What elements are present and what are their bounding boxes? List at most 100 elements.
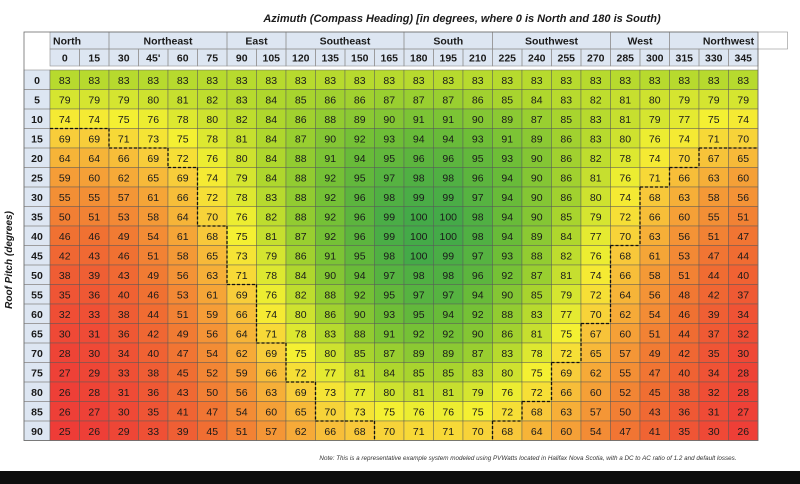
cell-value: 31: [118, 387, 130, 399]
cell-value: 62: [295, 426, 307, 438]
cell-value: 58: [649, 270, 661, 282]
cell-value: 64: [88, 153, 100, 165]
cell-value: 60: [590, 387, 602, 399]
cell-value: 30: [88, 348, 100, 360]
cell-value: 48: [678, 290, 690, 302]
cell-value: 82: [265, 212, 277, 224]
cell-value: 76: [413, 407, 425, 419]
cell-value: 84: [265, 173, 277, 185]
cell-value: 83: [59, 75, 71, 87]
cell-value: 92: [354, 290, 366, 302]
cell-value: 42: [708, 290, 720, 302]
azimuth-tick-label: 45': [146, 53, 160, 65]
cell-value: 94: [413, 134, 425, 146]
cell-value: 83: [88, 75, 100, 87]
cell-value: 43: [118, 270, 130, 282]
cell-value: 64: [236, 329, 248, 341]
cell-value: 87: [383, 348, 395, 360]
cell-value: 56: [206, 329, 218, 341]
cell-value: 78: [619, 153, 631, 165]
azimuth-tick-label: 210: [469, 53, 487, 65]
chart-title: Azimuth (Compass Heading) [in degrees, w…: [262, 13, 661, 25]
cell-value: 98: [413, 173, 425, 185]
cell-value: 96: [472, 173, 484, 185]
cell-value: 75: [236, 231, 248, 243]
cell-value: 35: [708, 348, 720, 360]
cell-value: 37: [708, 329, 720, 341]
cell-value: 91: [442, 114, 454, 126]
pitch-tick-label: 90: [31, 426, 43, 438]
cell-value: 84: [295, 270, 307, 282]
direction-group-label: East: [245, 36, 268, 48]
cell-value: 83: [560, 75, 572, 87]
azimuth-tick-label: 255: [557, 53, 575, 65]
cell-value: 76: [147, 114, 159, 126]
cell-value: 59: [206, 309, 218, 321]
cell-value: 46: [678, 309, 690, 321]
cell-value: 60: [560, 426, 572, 438]
cell-value: 95: [354, 251, 366, 263]
cell-value: 55: [708, 212, 720, 224]
azimuth-tick-label: 0: [62, 53, 68, 65]
cell-value: 44: [678, 329, 690, 341]
cell-value: 84: [265, 134, 277, 146]
azimuth-tick-label: 195: [439, 53, 457, 65]
azimuth-tick-label: 285: [616, 53, 634, 65]
cell-value: 46: [88, 231, 100, 243]
cell-value: 27: [59, 368, 71, 380]
cell-value: 82: [236, 114, 248, 126]
cell-value: 68: [531, 407, 543, 419]
cell-value: 99: [442, 251, 454, 263]
cell-value: 32: [59, 309, 71, 321]
pitch-tick-label: 55: [31, 290, 43, 302]
cell-value: 82: [560, 251, 572, 263]
cell-value: 39: [708, 309, 720, 321]
cell-value: 83: [265, 192, 277, 204]
cell-value: 90: [354, 309, 366, 321]
cell-value: 88: [295, 192, 307, 204]
cell-value: 63: [206, 270, 218, 282]
cell-value: 69: [295, 387, 307, 399]
azimuth-tick-label: 270: [587, 53, 605, 65]
cell-value: 81: [619, 114, 631, 126]
cell-value: 66: [324, 426, 336, 438]
cell-value: 67: [708, 153, 720, 165]
cell-value: 69: [177, 173, 189, 185]
cell-value: 77: [678, 114, 690, 126]
cell-value: 40: [118, 290, 130, 302]
cell-value: 61: [147, 192, 159, 204]
cell-value: 84: [560, 231, 572, 243]
cell-value: 71: [708, 134, 720, 146]
pitch-tick-label: 10: [31, 114, 43, 126]
cell-value: 78: [295, 329, 307, 341]
cell-value: 100: [439, 231, 457, 243]
cell-value: 44: [147, 309, 159, 321]
cell-value: 77: [590, 231, 602, 243]
cell-value: 79: [59, 95, 71, 107]
cell-value: 71: [413, 426, 425, 438]
cell-value: 85: [531, 290, 543, 302]
cell-value: 49: [177, 329, 189, 341]
cell-value: 99: [383, 212, 395, 224]
cell-value: 59: [236, 368, 248, 380]
cell-value: 72: [501, 407, 513, 419]
cell-value: 98: [472, 212, 484, 224]
cell-value: 79: [649, 114, 661, 126]
cell-value: 72: [619, 212, 631, 224]
pitch-tick-label: 25: [31, 173, 43, 185]
cell-value: 79: [118, 95, 130, 107]
cell-value: 42: [59, 251, 71, 263]
cell-value: 83: [354, 75, 366, 87]
cell-value: 79: [737, 95, 749, 107]
cell-value: 29: [88, 368, 100, 380]
cell-value: 79: [265, 251, 277, 263]
cell-value: 89: [442, 348, 454, 360]
cell-value: 36: [88, 290, 100, 302]
cell-value: 40: [737, 270, 749, 282]
cell-value: 88: [531, 251, 543, 263]
cell-value: 51: [649, 329, 661, 341]
cell-value: 72: [531, 387, 543, 399]
cell-value: 56: [649, 290, 661, 302]
cell-value: 70: [472, 426, 484, 438]
cell-value: 81: [265, 231, 277, 243]
